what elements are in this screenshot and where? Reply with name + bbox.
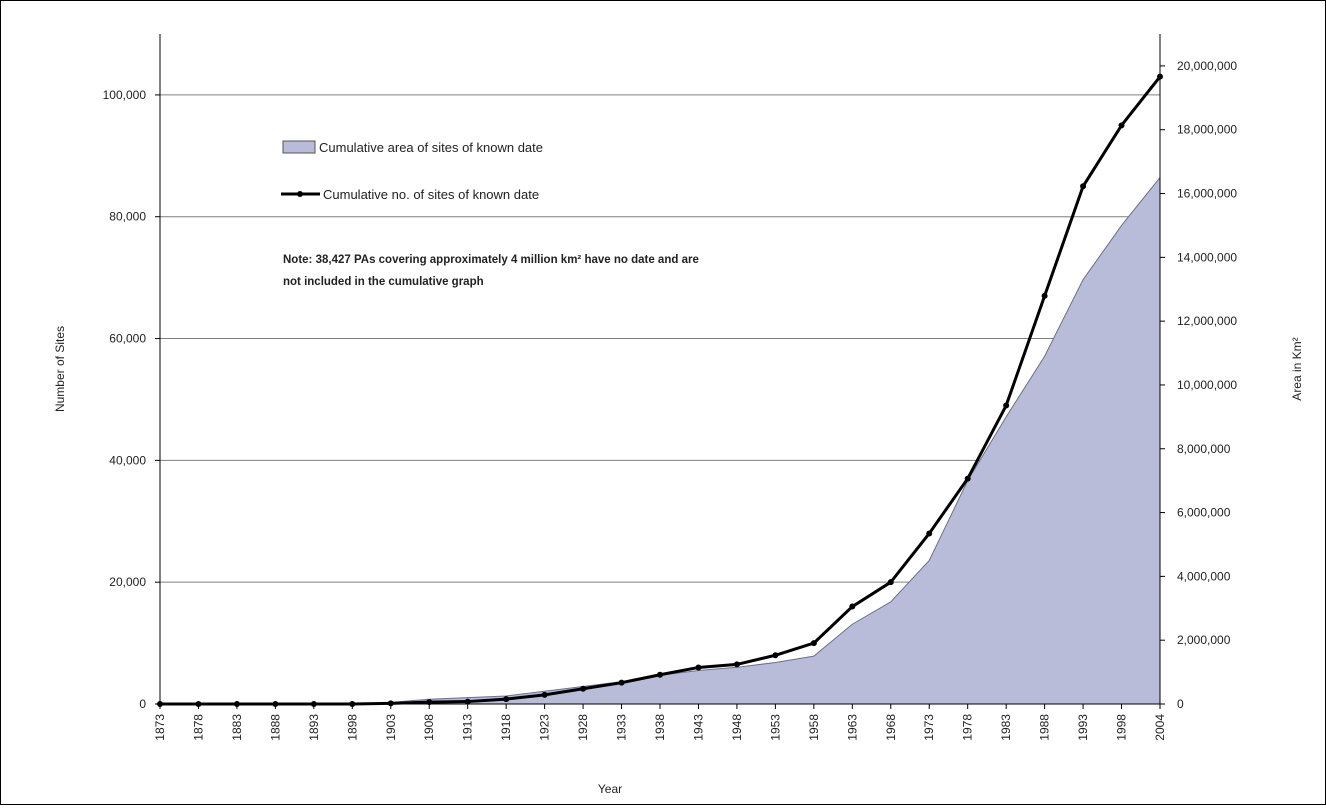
x-axis-title: Year [598, 782, 622, 796]
legend-swatch-marker [297, 191, 303, 197]
line-point [695, 664, 701, 670]
x-tick-label: 1948 [730, 714, 744, 741]
x-tick-label: 1918 [499, 714, 513, 741]
right-tick-label: 14,000,000 [1177, 250, 1237, 264]
right-tick-label: 20,000,000 [1177, 59, 1237, 73]
x-tick-label: 1978 [961, 714, 975, 741]
line-point [965, 476, 971, 482]
line-point [1003, 403, 1009, 409]
line-point [849, 604, 855, 610]
right-tick-label: 6,000,000 [1177, 506, 1231, 520]
right-tick-label: 12,000,000 [1177, 314, 1237, 328]
left-tick-label: 100,000 [103, 88, 147, 102]
x-tick-label: 1928 [576, 714, 590, 741]
x-tick-label: 1893 [307, 714, 321, 741]
right-tick-label: 2,000,000 [1177, 633, 1231, 647]
left-tick-label: 60,000 [109, 332, 146, 346]
line-point [888, 579, 894, 585]
right-tick-label: 16,000,000 [1177, 187, 1237, 201]
x-tick-label: 1963 [845, 714, 859, 741]
x-tick-label: 1878 [191, 714, 205, 741]
x-tick-label: 1938 [653, 714, 667, 741]
x-tick-label: 1873 [153, 714, 167, 741]
right-axis-title: Area in Km² [1290, 337, 1304, 400]
legend-swatch-area [283, 141, 315, 153]
line-point [1042, 293, 1048, 299]
line-point [772, 652, 778, 658]
left-tick-label: 40,000 [109, 453, 146, 467]
x-tick-label: 1988 [1038, 714, 1052, 741]
x-tick-label: 1933 [615, 714, 629, 741]
line-point [811, 640, 817, 646]
right-tick-label: 8,000,000 [1177, 442, 1231, 456]
line-point [619, 680, 625, 686]
line-point [542, 692, 548, 698]
x-tick-label: 1993 [1076, 714, 1090, 741]
right-tick-label: 18,000,000 [1177, 123, 1237, 137]
line-point [926, 530, 932, 536]
line-point [580, 686, 586, 692]
x-tick-label: 1883 [230, 714, 244, 741]
x-tick-label: 1923 [538, 714, 552, 741]
x-tick-label: 1898 [345, 714, 359, 741]
x-tick-label: 1958 [807, 714, 821, 741]
x-tick-label: 1888 [268, 714, 282, 741]
line-point [503, 696, 509, 702]
line-point [1119, 122, 1125, 128]
x-tick-label: 1998 [1115, 714, 1129, 741]
line-point [734, 661, 740, 667]
x-tick-label: 1968 [884, 714, 898, 741]
left-tick-label: 80,000 [109, 210, 146, 224]
x-tick-label: 1953 [768, 714, 782, 741]
x-tick-label: 1983 [999, 714, 1013, 741]
right-tick-label: 4,000,000 [1177, 569, 1231, 583]
x-tick-label: 1913 [461, 714, 475, 741]
x-tick-label: 1943 [691, 714, 705, 741]
left-tick-label: 0 [139, 697, 146, 711]
x-tick-label: 1973 [922, 714, 936, 741]
legend-label-area: Cumulative area of sites of known date [319, 140, 543, 155]
left-axis-title: Number of Sites [53, 326, 67, 412]
right-tick-label: 10,000,000 [1177, 378, 1237, 392]
right-tick-label: 0 [1177, 697, 1184, 711]
x-tick-label: 1903 [384, 714, 398, 741]
line-point [657, 672, 663, 678]
legend-label-line: Cumulative no. of sites of known date [323, 187, 539, 202]
line-point [1080, 183, 1086, 189]
x-tick-label: 1908 [422, 714, 436, 741]
x-tick-label: 2004 [1153, 714, 1167, 741]
left-tick-label: 20,000 [109, 575, 146, 589]
